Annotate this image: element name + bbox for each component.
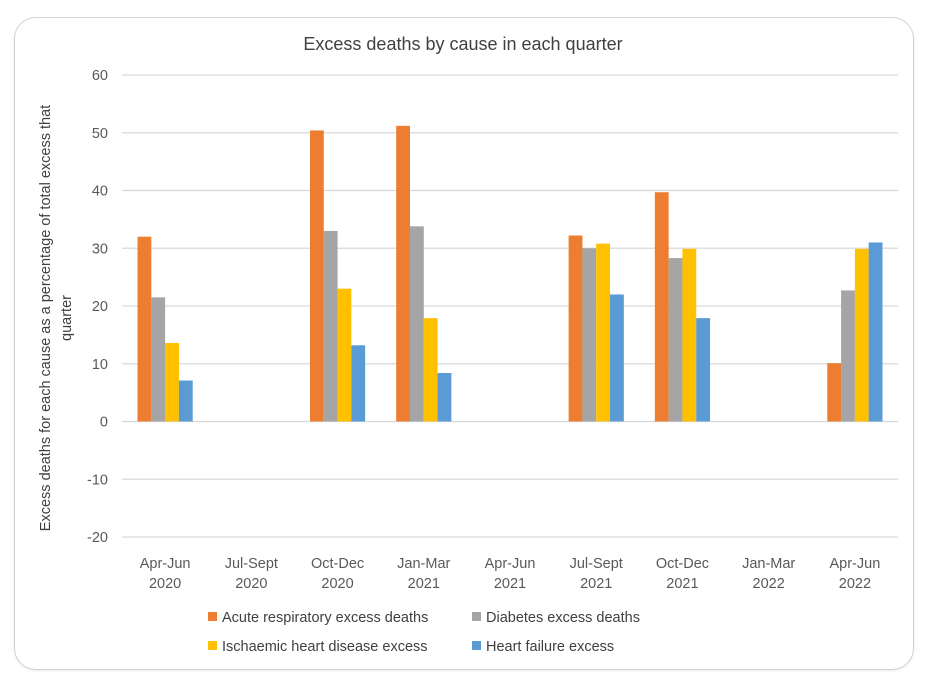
x-tick-label: 2022 <box>839 576 871 592</box>
y-tick-label: 10 <box>92 357 108 373</box>
bar <box>827 363 842 422</box>
legend-label: Diabetes excess deaths <box>486 610 640 626</box>
bar <box>137 236 152 422</box>
bar <box>582 248 597 422</box>
x-tick-label: 2021 <box>408 576 440 592</box>
x-tick-label: Apr-Jun <box>829 556 880 572</box>
y-axis-ticks: 60 50 40 30 20 10 0 -10 -20 <box>87 68 108 546</box>
x-tick-label: 2021 <box>494 576 526 592</box>
x-tick-label: Jan-Mar <box>397 556 450 572</box>
gridlines <box>122 74 898 538</box>
y-axis-title-line-1: Excess deaths for each cause as a percen… <box>38 105 54 531</box>
y-tick-label: 20 <box>92 299 108 315</box>
x-tick-label: Oct-Dec <box>656 556 709 572</box>
bar <box>309 130 324 422</box>
y-axis-title-line-2: quarter <box>59 295 75 341</box>
legend-item: Ischaemic heart disease excess <box>208 639 428 655</box>
legend-item: Acute respiratory excess deaths <box>208 610 428 626</box>
bar <box>423 318 438 422</box>
bars <box>137 125 883 422</box>
legend-label: Heart failure excess <box>486 639 614 655</box>
y-tick-label: -10 <box>87 472 108 488</box>
bar <box>323 230 338 422</box>
x-tick-label: Oct-Dec <box>311 556 364 572</box>
x-tick-label: 2021 <box>666 576 698 592</box>
y-tick-label: 50 <box>92 126 108 142</box>
bar <box>409 226 424 422</box>
x-axis-ticks: Apr-Jun 2020 Jul-Sept 2020 Oct-Dec 2020 Jan-Ma… <box>140 556 881 592</box>
bar <box>337 288 352 422</box>
x-tick-label: Jul-Sept <box>570 556 623 572</box>
chart-title: Excess deaths by cause in each quarter <box>303 34 622 54</box>
bar <box>682 248 697 422</box>
legend-item: Heart failure excess <box>472 639 614 655</box>
legend: Acute respiratory excess deaths Diabetes … <box>208 610 640 655</box>
x-tick-label: 2020 <box>235 576 267 592</box>
x-tick-label: Jan-Mar <box>742 556 795 572</box>
bar <box>396 125 410 422</box>
bar <box>151 297 166 422</box>
x-tick-label: 2020 <box>149 576 181 592</box>
y-tick-label: 30 <box>92 241 108 257</box>
y-tick-label: 60 <box>92 68 108 84</box>
bar <box>165 342 179 422</box>
bar <box>178 380 193 422</box>
legend-label: Acute respiratory excess deaths <box>222 610 428 626</box>
bar <box>596 243 611 422</box>
legend-swatch <box>472 612 481 621</box>
x-tick-label: 2020 <box>321 576 353 592</box>
bar <box>868 242 883 422</box>
bar <box>696 318 711 422</box>
bar <box>610 294 624 422</box>
bar <box>654 192 669 422</box>
y-axis-title: Excess deaths for each cause as a percen… <box>38 105 75 531</box>
bar <box>841 290 855 422</box>
legend-swatch <box>472 641 481 650</box>
y-tick-label: -20 <box>87 530 108 546</box>
y-tick-label: 0 <box>100 415 108 431</box>
bar <box>437 372 452 422</box>
bar <box>568 235 583 422</box>
legend-item: Diabetes excess deaths <box>472 610 640 626</box>
x-tick-label: 2022 <box>753 576 785 592</box>
x-tick-label: Apr-Jun <box>485 556 536 572</box>
bar <box>854 248 869 422</box>
bar <box>351 345 366 422</box>
legend-label: Ischaemic heart disease excess <box>222 639 428 655</box>
legend-swatch <box>208 612 217 621</box>
x-tick-label: Apr-Jun <box>140 556 191 572</box>
legend-swatch <box>208 641 217 650</box>
x-tick-label: 2021 <box>580 576 612 592</box>
x-tick-label: Jul-Sept <box>225 556 278 572</box>
y-tick-label: 40 <box>92 184 108 200</box>
bar <box>668 258 683 422</box>
